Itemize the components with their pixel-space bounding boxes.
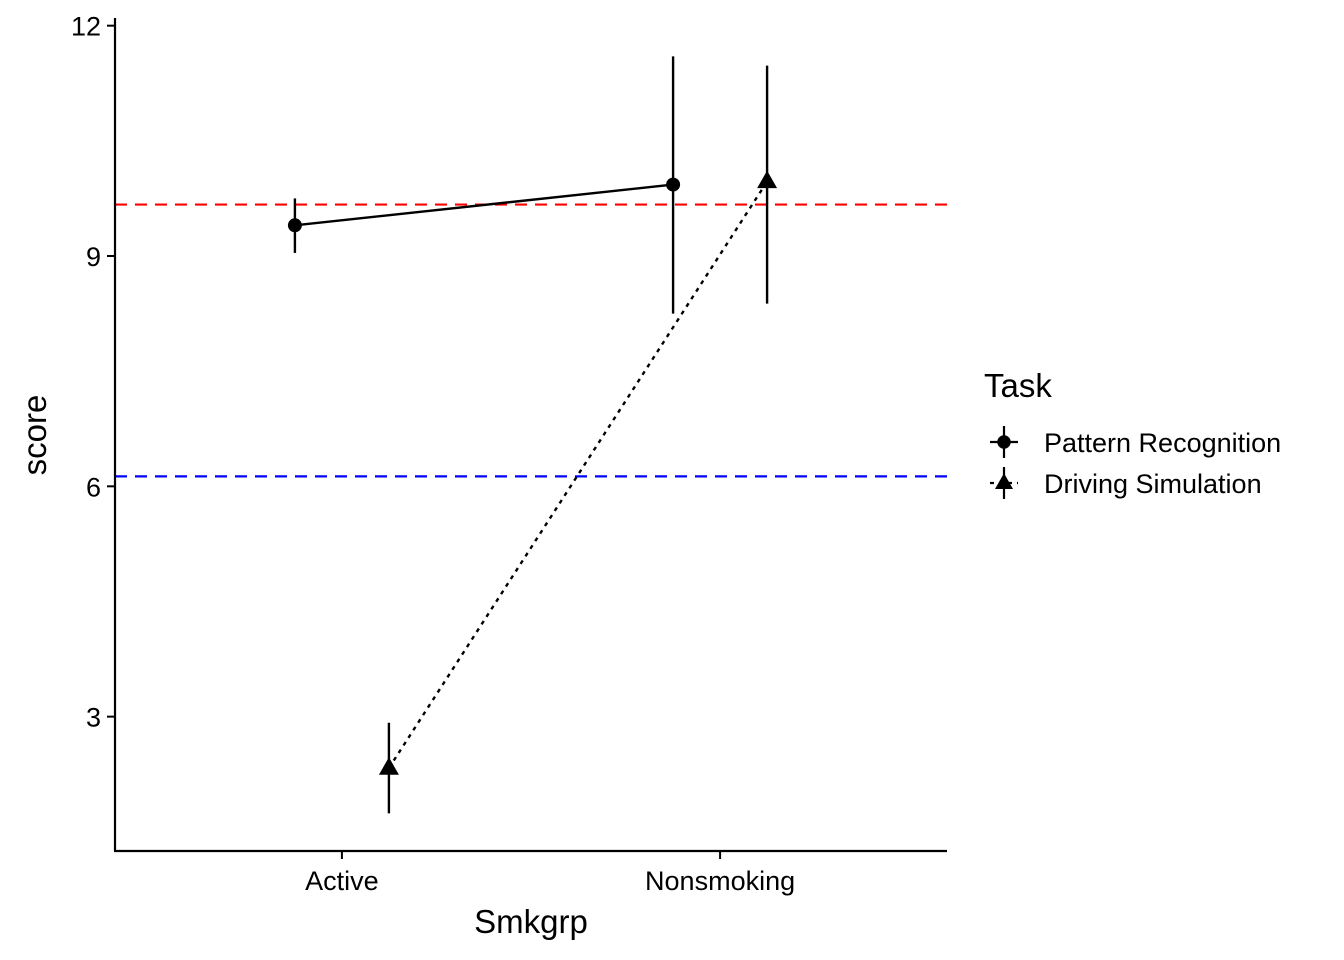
legend-item-1: Pattern Recognition [990, 426, 1281, 458]
x-tick-label: Nonsmoking [645, 866, 795, 896]
y-tick-label: 12 [71, 12, 101, 42]
data-point [757, 170, 778, 189]
x-axis-title: Smkgrp [474, 903, 588, 940]
series-2 [378, 65, 778, 814]
legend-key-marker [995, 473, 1013, 489]
series-1 [287, 56, 681, 314]
legend-label: Pattern Recognition [1044, 428, 1281, 458]
axes [113, 18, 947, 853]
series-line [387, 180, 769, 769]
reference-lines [115, 203, 947, 478]
data-point [378, 757, 399, 775]
y-tick-label: 3 [86, 703, 101, 733]
y-ticks: 3 6 9 12 [71, 12, 115, 733]
y-tick-label: 6 [86, 472, 101, 502]
legend-item-2: Driving Simulation [990, 467, 1262, 499]
y-axis-title: score [16, 395, 53, 476]
data-point [287, 218, 302, 233]
data-point [666, 177, 681, 192]
legend-label: Driving Simulation [1044, 469, 1262, 499]
legend: Task Pattern Recognition Driving Simulati… [984, 367, 1281, 499]
x-tick-label: Active [305, 866, 379, 896]
y-tick-label: 9 [86, 242, 101, 272]
legend-key-marker [997, 435, 1011, 449]
x-ticks: Active Nonsmoking [305, 851, 795, 896]
plot-series [287, 56, 778, 814]
series-line [294, 183, 674, 227]
legend-title: Task [984, 367, 1052, 404]
